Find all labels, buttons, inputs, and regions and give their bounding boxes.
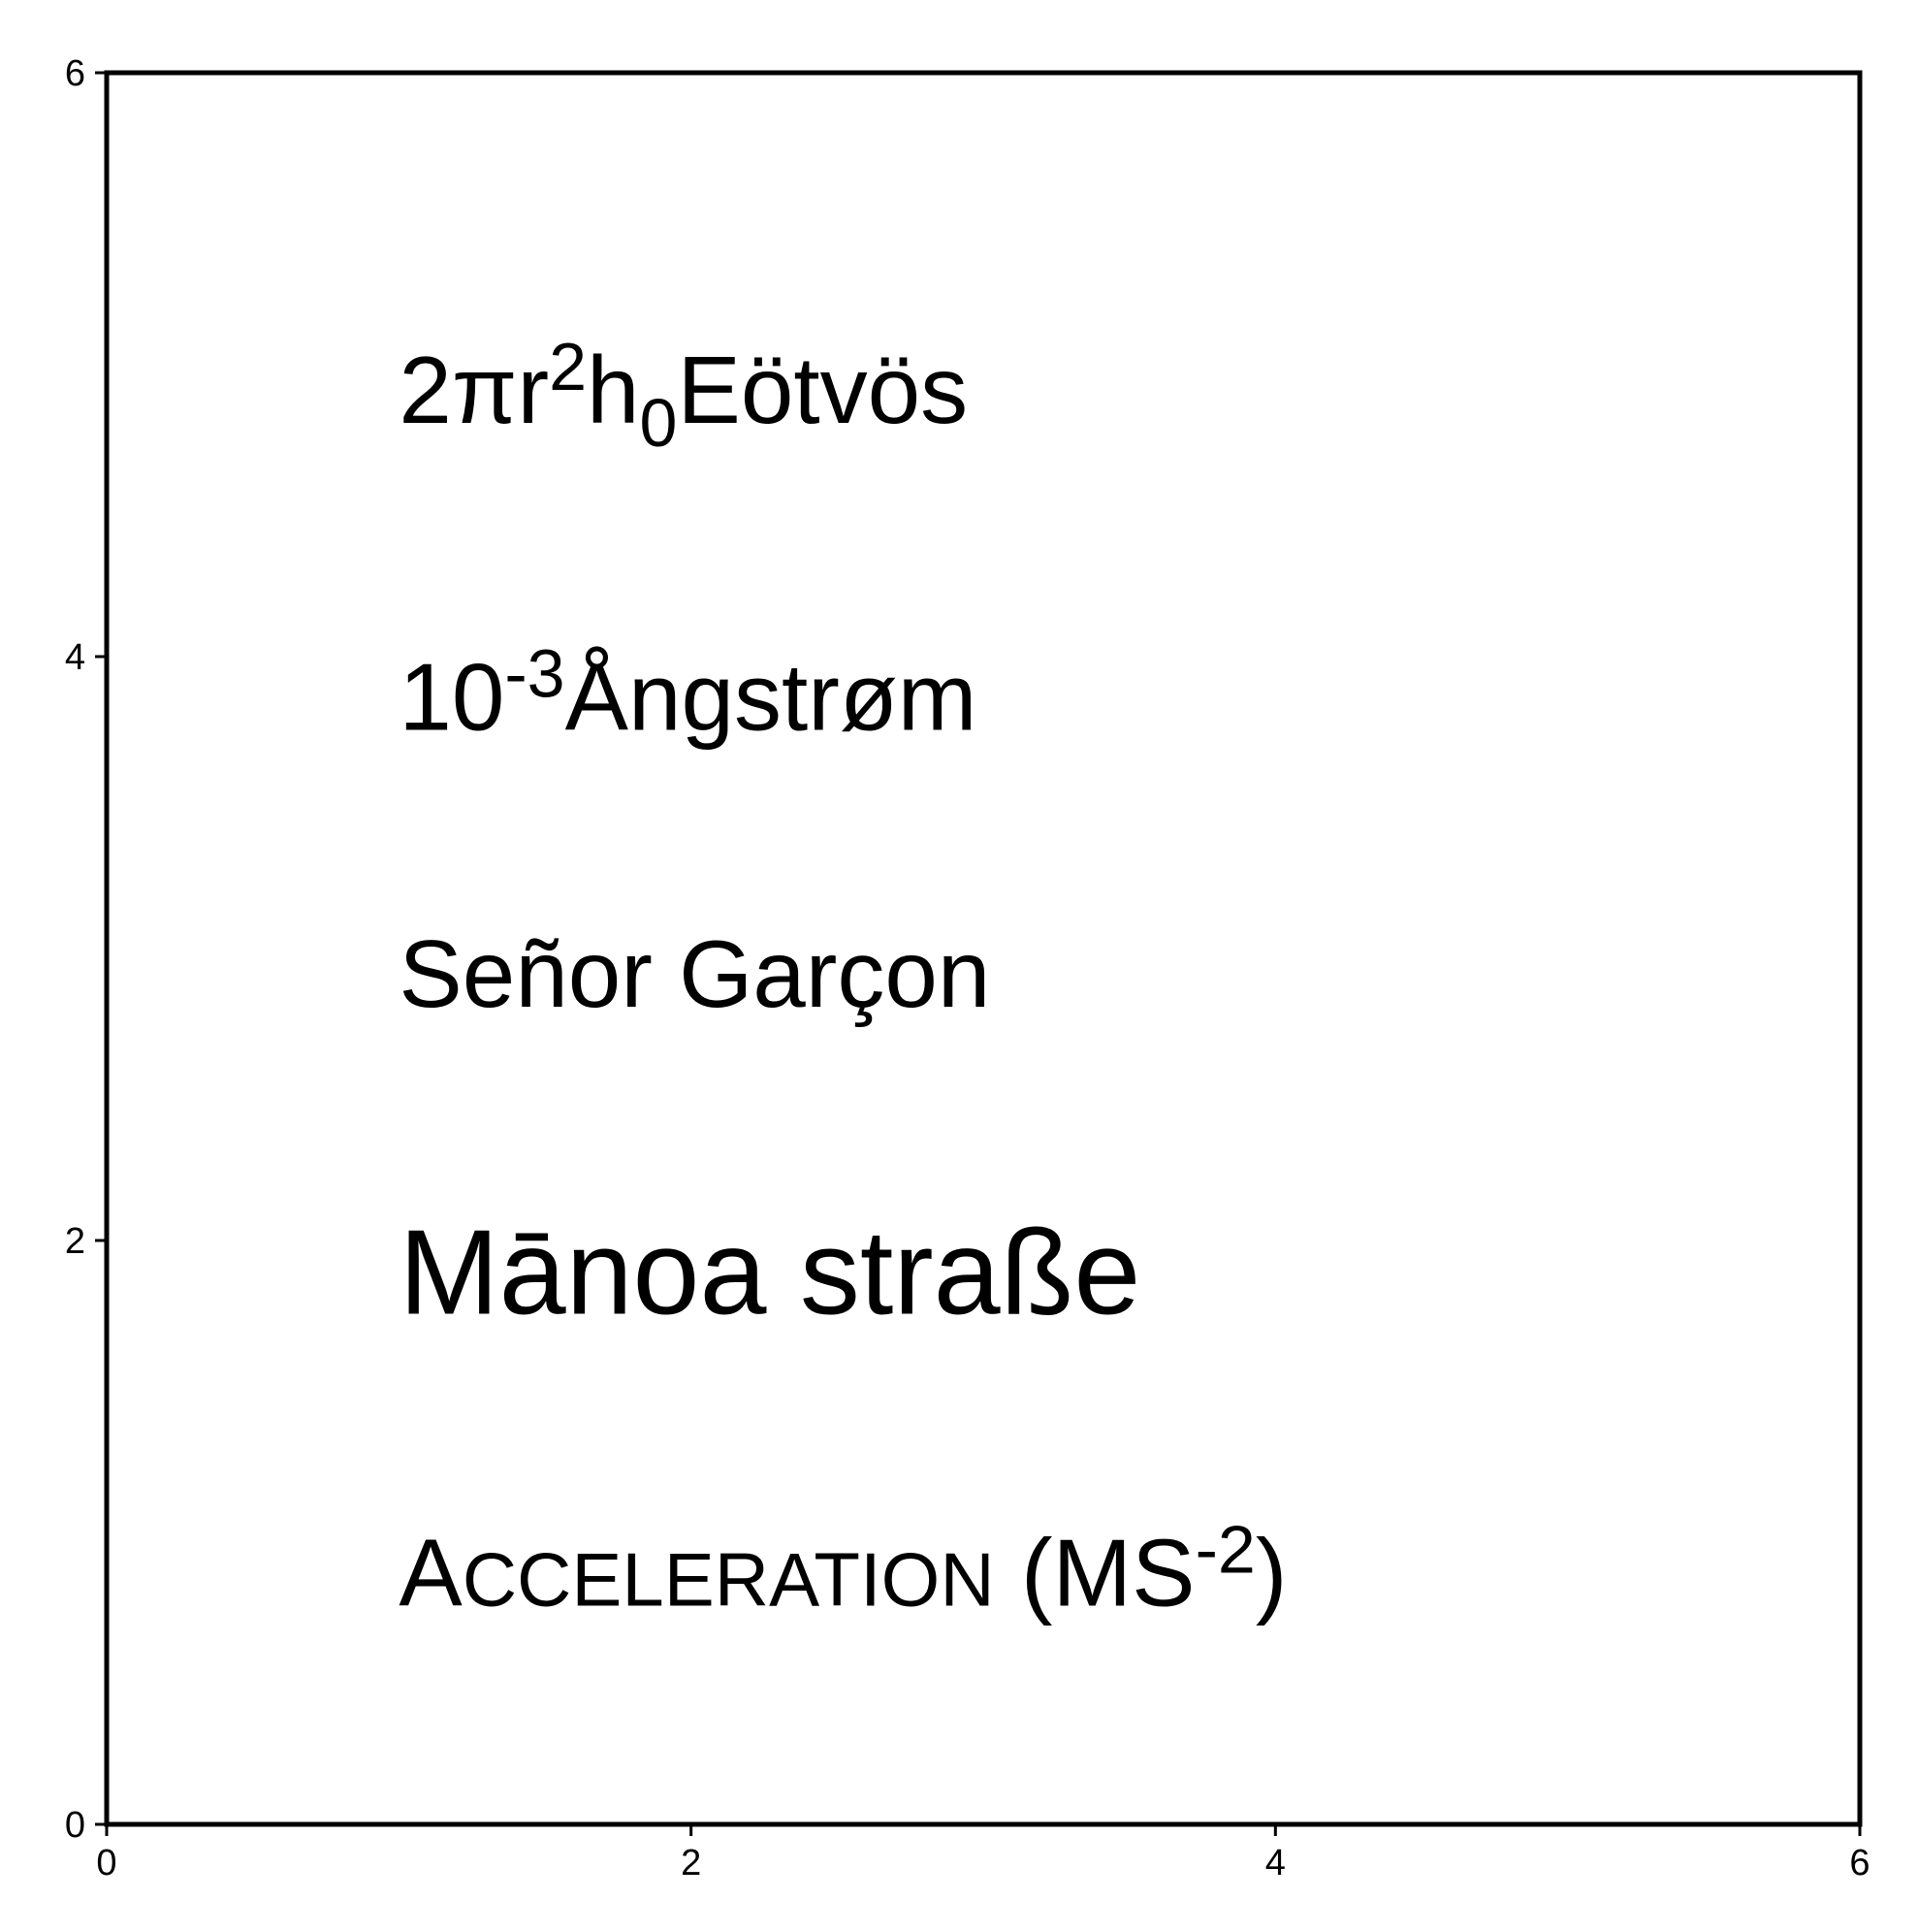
annotation-text-1: 2πr2h0Eötvös — [399, 329, 968, 461]
annotation-part: 2π — [399, 337, 517, 443]
x-axis-ticks: 0 2 4 6 — [96, 1824, 1870, 1884]
annotations: 2πr2h0Eötvös 10-3Ångstrøm Señor Garçon Māno… — [399, 329, 1287, 1626]
x-tick-label: 2 — [681, 1843, 701, 1884]
annotation-text-4: Mānoa straße — [399, 1206, 1140, 1339]
annotation-part: 0 — [640, 385, 678, 461]
annotation-part: r — [517, 337, 549, 443]
annotation-part: (MS — [995, 1519, 1196, 1626]
annotation-part: CCELERATION — [463, 1536, 995, 1622]
annotation-part: 2 — [549, 329, 587, 404]
annotation-part: Eötvös — [677, 337, 968, 443]
annotation-part: -2 — [1196, 1511, 1256, 1587]
annotation-text-5: ACCELERATION (MS-2) — [399, 1511, 1287, 1626]
annotation-part: ) — [1256, 1519, 1288, 1626]
x-tick-label: 4 — [1265, 1843, 1286, 1884]
plot-frame — [104, 70, 1863, 1827]
annotation-part: Ångstrøm — [565, 643, 977, 750]
annotation-part: -3 — [504, 635, 564, 711]
y-tick-label: 2 — [65, 1221, 85, 1262]
y-tick-label: 0 — [65, 1805, 85, 1846]
y-axis-ticks: 0 2 4 6 — [65, 53, 107, 1846]
x-tick-label: 6 — [1849, 1843, 1870, 1884]
annotation-part: h — [587, 337, 640, 443]
y-tick-label: 4 — [65, 637, 85, 678]
annotation-text-2: 10-3Ångstrøm — [399, 635, 976, 750]
annotation-part: A — [399, 1519, 463, 1626]
annotation-part: 10 — [399, 643, 504, 750]
y-tick-label: 6 — [65, 53, 85, 94]
annotation-part: Señor Garçon — [399, 920, 990, 1027]
annotation-part: Mānoa straße — [399, 1206, 1140, 1339]
annotation-text-3: Señor Garçon — [399, 920, 990, 1027]
x-tick-label: 0 — [96, 1843, 116, 1884]
